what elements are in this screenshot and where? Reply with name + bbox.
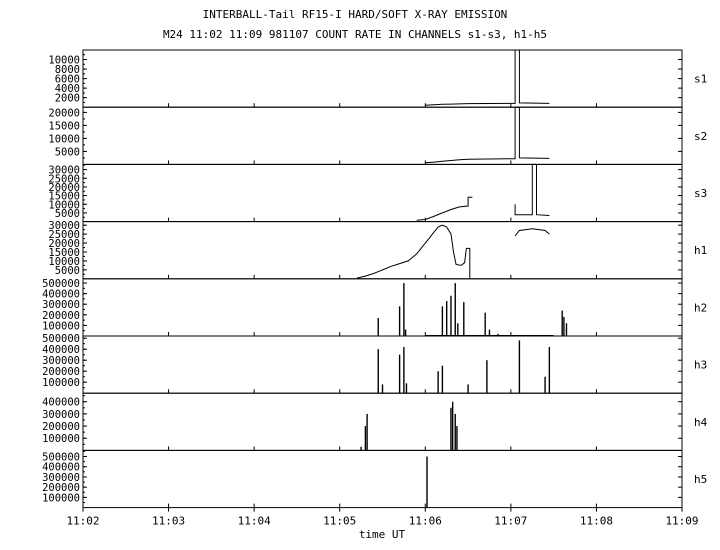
- ytick-label-s1-1: 4000: [55, 83, 80, 95]
- ytick-label-h4-3: 400000: [42, 397, 80, 409]
- ytick-label-h2-0: 100000: [42, 320, 80, 332]
- xtick-label-0: 11:02: [66, 515, 99, 528]
- ytick-label-s2-0: 5000: [55, 146, 80, 158]
- panels: 200040006000800010000s150001000015000200…: [42, 49, 708, 509]
- xtick-label-5: 11:07: [494, 515, 527, 528]
- xtick-label-7: 11:09: [665, 515, 698, 528]
- panel-frame-h2: [82, 278, 683, 337]
- ytick-label-h1-2: 15000: [48, 247, 80, 259]
- ytick-label-h2-1: 200000: [42, 310, 80, 322]
- panel-label-h3: h3: [694, 359, 707, 372]
- ytick-label-h5-2: 300000: [42, 472, 80, 484]
- series-line-s3-b: [514, 163, 550, 216]
- x-axis: 11:02 11:03 11:04 11:05 11:06 11:07 11:08 11:09: [66, 507, 699, 528]
- ytick-label-s2-2: 15000: [48, 120, 80, 132]
- ytick-label-h2-2: 300000: [42, 299, 80, 311]
- xtick-label-3: 11:05: [323, 515, 356, 528]
- series-line-h1-b: [514, 228, 550, 237]
- ytick-label-h4-2: 300000: [42, 409, 80, 421]
- chart-title: INTERBALL-Tail RF15-I HARD/SOFT X-RAY EM…: [203, 8, 508, 21]
- panel-label-s3: s3: [694, 187, 707, 200]
- ytick-label-s2-3: 20000: [48, 107, 80, 119]
- ytick-label-s3-0: 5000: [55, 208, 80, 220]
- series-line-h1: [356, 224, 471, 279]
- panel-label-s2: s2: [694, 130, 707, 143]
- series-line-s3: [416, 196, 473, 221]
- series-line-s2: [425, 106, 550, 164]
- ytick-label-h5-4: 500000: [42, 452, 80, 464]
- xtick-label-4: 11:06: [409, 515, 442, 528]
- ytick-label-s2-1: 10000: [48, 133, 80, 145]
- ytick-label-s1-3: 8000: [55, 64, 80, 76]
- ytick-label-s3-5: 30000: [48, 165, 80, 177]
- ytick-label-h3-0: 100000: [42, 377, 80, 389]
- xtick-label-2: 11:04: [238, 515, 271, 528]
- ytick-label-s1-0: 2000: [55, 93, 80, 105]
- ytick-label-h1-1: 10000: [48, 256, 80, 268]
- xtick-label-6: 11:08: [580, 515, 613, 528]
- ytick-label-s3-3: 20000: [48, 182, 80, 194]
- ytick-label-h2-3: 400000: [42, 289, 80, 301]
- chart-subtitle: M24 11:02 11:09 981107 COUNT RATE IN CHA…: [163, 28, 547, 41]
- ytick-label-s1-4: 10000: [48, 55, 80, 67]
- ytick-label-h1-3: 20000: [48, 238, 80, 250]
- ytick-label-s3-2: 15000: [48, 191, 80, 203]
- x-axis-label: time UT: [359, 528, 406, 541]
- panel-frame-h4: [82, 392, 683, 451]
- ytick-label-h1-0: 5000: [55, 265, 80, 277]
- ytick-label-h5-3: 400000: [42, 462, 80, 474]
- ytick-label-h1-5: 30000: [48, 220, 80, 232]
- panel-label-h4: h4: [694, 416, 708, 429]
- panel-frame-s3: [82, 163, 683, 223]
- panel-label-h2: h2: [694, 301, 707, 314]
- ytick-label-h3-1: 200000: [42, 366, 80, 378]
- ytick-label-h4-1: 200000: [42, 421, 80, 433]
- series-line-s1: [425, 49, 550, 106]
- panel-frame-s1: [82, 49, 683, 108]
- panel-label-h1: h1: [694, 244, 707, 257]
- ytick-label-h5-1: 200000: [42, 482, 80, 494]
- panel-frame-h5: [82, 449, 683, 509]
- ytick-label-h3-2: 300000: [42, 355, 80, 367]
- ytick-label-h3-4: 500000: [42, 333, 80, 345]
- ytick-label-h2-4: 500000: [42, 278, 80, 290]
- panel-frame-s2: [82, 106, 683, 165]
- ytick-label-h3-3: 400000: [42, 344, 80, 356]
- panel-label-h5: h5: [694, 473, 707, 486]
- ytick-label-s3-4: 25000: [48, 173, 80, 185]
- ytick-label-s1-2: 6000: [55, 74, 80, 86]
- xtick-label-1: 11:03: [152, 515, 185, 528]
- panel-label-s1: s1: [694, 73, 707, 86]
- ytick-label-s3-1: 10000: [48, 199, 80, 211]
- ytick-label-h1-4: 25000: [48, 229, 80, 241]
- ytick-label-h4-0: 100000: [42, 433, 80, 445]
- ytick-label-h5-0: 100000: [42, 492, 80, 504]
